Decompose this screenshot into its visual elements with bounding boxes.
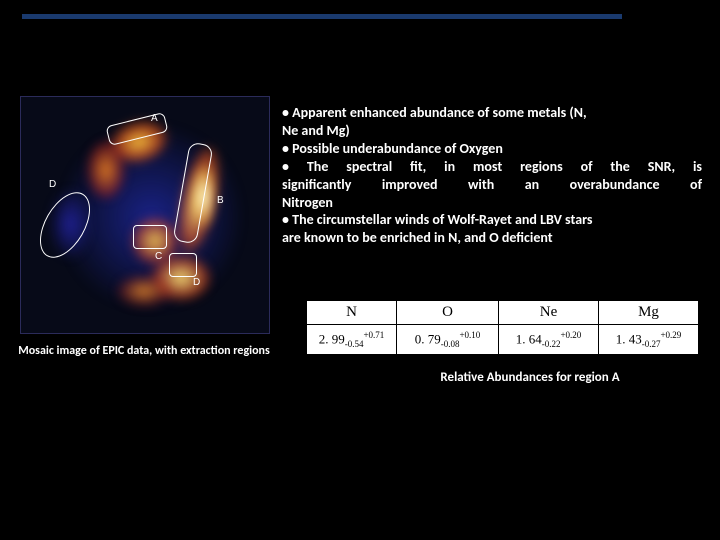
n-hi: +0.71 xyxy=(363,330,384,340)
bullet-1-line2: Ne and Mg) xyxy=(282,122,702,140)
ne-base: 1. 64 xyxy=(516,331,542,346)
mosaic-image: A B C D D xyxy=(20,96,270,334)
page-title: Abundances in G296. 1 -0. 5 xyxy=(34,36,411,75)
abundance-table: N O Ne Mg 2. 99-0.54+0.71 0. 79-0.08+0.1… xyxy=(306,300,699,355)
o-base: 0. 79 xyxy=(415,331,441,346)
bullet-list: • Apparent enhanced abundance of some me… xyxy=(282,104,702,247)
cell-o: 0. 79-0.08+0.10 xyxy=(397,325,499,355)
region-label-d-lower: D xyxy=(193,277,200,288)
bullet-2: • Possible underabundance of Oxygen xyxy=(282,140,702,158)
region-label-c: C xyxy=(155,251,162,262)
bullet-3-line3: Nitrogen xyxy=(282,194,702,212)
bullet-1-line1: • Apparent enhanced abundance of some me… xyxy=(282,104,702,122)
region-box-c xyxy=(133,225,167,249)
table-caption: Relative Abundances for region A xyxy=(380,370,680,385)
mg-lo: -0.27 xyxy=(642,339,661,349)
ne-lo: -0.22 xyxy=(542,339,561,349)
cell-ne: 1. 64-0.22+0.20 xyxy=(499,325,599,355)
header-ne: Ne xyxy=(499,301,599,325)
region-box-bottom xyxy=(169,253,197,277)
n-base: 2. 99 xyxy=(319,331,345,346)
cell-mg: 1. 43-0.27+0.29 xyxy=(599,325,699,355)
header-n: N xyxy=(307,301,397,325)
region-label-d: D xyxy=(49,179,56,190)
mg-hi: +0.29 xyxy=(660,330,681,340)
table-row: 2. 99-0.54+0.71 0. 79-0.08+0.10 1. 64-0.… xyxy=(307,325,699,355)
ne-hi: +0.20 xyxy=(560,330,581,340)
bullet-3-line1: • The spectral fit, in most regions of t… xyxy=(282,158,702,176)
mg-base: 1. 43 xyxy=(616,331,642,346)
o-hi: +0.10 xyxy=(459,330,480,340)
header-o: O xyxy=(397,301,499,325)
cell-n: 2. 99-0.54+0.71 xyxy=(307,325,397,355)
n-lo: -0.54 xyxy=(345,339,364,349)
bullet-4-line1: • The circumstellar winds of Wolf-Rayet … xyxy=(282,211,702,229)
table-header-row: N O Ne Mg xyxy=(307,301,699,325)
bullet-3-line2: significantly improved with an overabund… xyxy=(282,176,702,194)
region-label-a: A xyxy=(151,113,158,124)
bullet-4-line2: are known to be enriched in N, and O def… xyxy=(282,229,702,247)
top-rule xyxy=(22,14,622,19)
header-mg: Mg xyxy=(599,301,699,325)
o-lo: -0.08 xyxy=(441,339,460,349)
region-label-b: B xyxy=(217,195,224,206)
image-caption: Mosaic image of EPIC data, with extracti… xyxy=(0,344,288,358)
